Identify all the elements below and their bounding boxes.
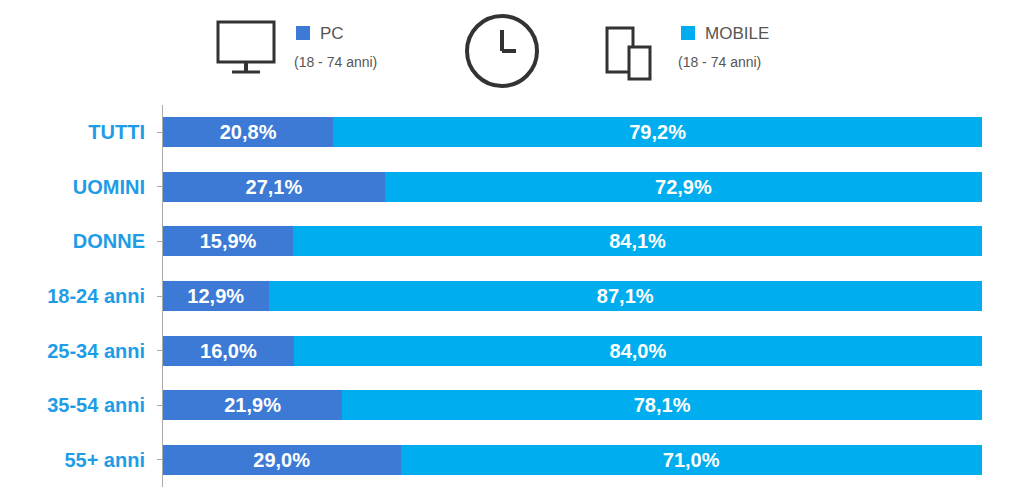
- svg-text:(18 - 74 anni): (18 - 74 anni): [678, 54, 761, 70]
- svg-text:TUTTI: TUTTI: [88, 121, 145, 143]
- svg-text:78,1%: 78,1%: [634, 394, 691, 416]
- svg-text:12,9%: 12,9%: [187, 285, 244, 307]
- svg-text:UOMINI: UOMINI: [73, 176, 145, 198]
- svg-text:25-34 anni: 25-34 anni: [47, 340, 145, 362]
- svg-text:84,1%: 84,1%: [609, 230, 666, 252]
- svg-text:MOBILE: MOBILE: [705, 24, 769, 43]
- svg-text:PC: PC: [320, 24, 344, 43]
- svg-text:16,0%: 16,0%: [200, 340, 257, 362]
- svg-text:DONNE: DONNE: [73, 230, 145, 252]
- svg-text:35-54 anni: 35-54 anni: [47, 394, 145, 416]
- svg-text:15,9%: 15,9%: [200, 230, 257, 252]
- svg-text:84,0%: 84,0%: [610, 340, 667, 362]
- svg-text:79,2%: 79,2%: [629, 121, 686, 143]
- svg-text:18-24 anni: 18-24 anni: [47, 285, 145, 307]
- svg-text:29,0%: 29,0%: [253, 449, 310, 471]
- svg-text:20,8%: 20,8%: [220, 121, 277, 143]
- svg-text:72,9%: 72,9%: [655, 176, 712, 198]
- svg-text:87,1%: 87,1%: [597, 285, 654, 307]
- svg-text:(18 - 74 anni): (18 - 74 anni): [294, 54, 377, 70]
- svg-text:21,9%: 21,9%: [224, 394, 281, 416]
- svg-text:71,0%: 71,0%: [663, 449, 720, 471]
- svg-text:55+ anni: 55+ anni: [64, 449, 145, 471]
- svg-text:27,1%: 27,1%: [246, 176, 303, 198]
